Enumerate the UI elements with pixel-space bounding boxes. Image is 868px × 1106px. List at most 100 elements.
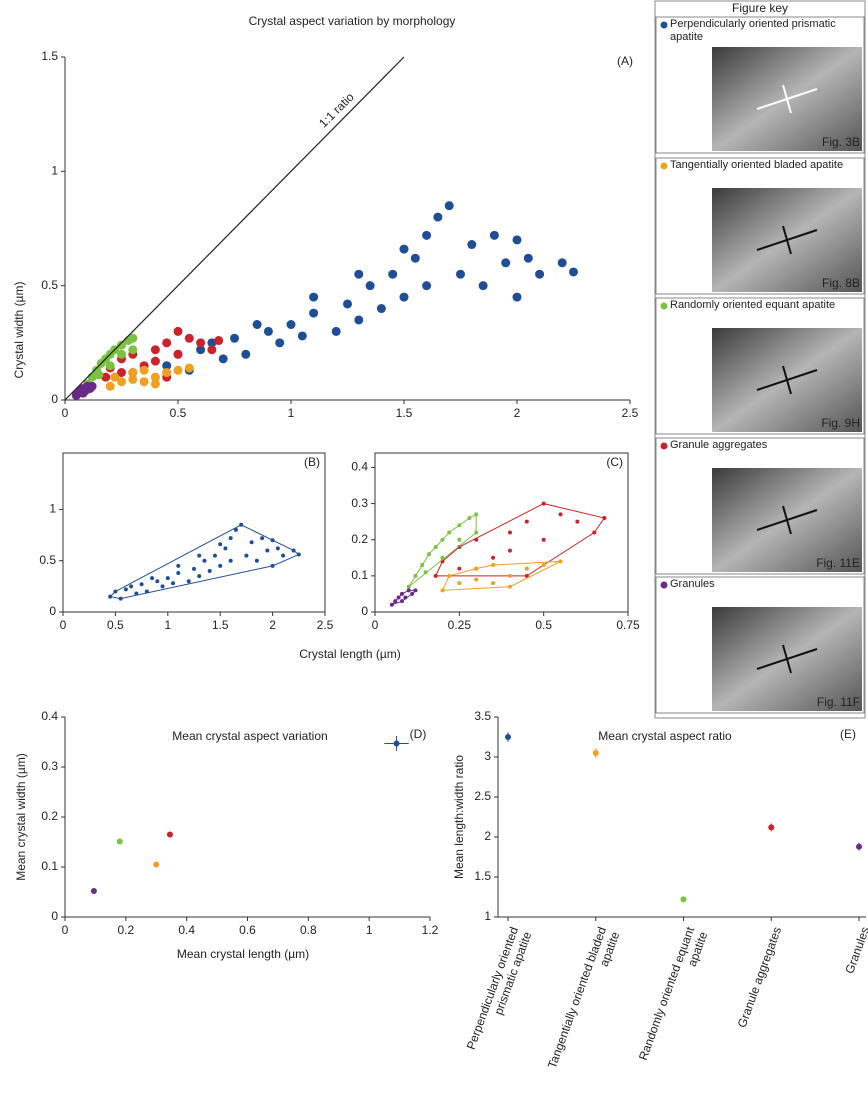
point <box>173 349 183 359</box>
y-tick-label: 0.3 <box>41 759 58 773</box>
x-tick-label: 0 <box>62 406 69 420</box>
point <box>94 370 104 380</box>
key-label: Granule aggregates <box>670 439 768 451</box>
point <box>176 571 181 576</box>
point <box>474 577 479 582</box>
point <box>275 546 280 551</box>
point <box>162 368 172 378</box>
point <box>403 595 408 600</box>
point <box>507 573 512 578</box>
point <box>150 345 160 355</box>
y-axis-label: Crystal width (µm) <box>12 282 26 379</box>
point <box>433 573 438 578</box>
point <box>214 336 224 346</box>
point <box>410 591 415 596</box>
point <box>354 315 364 325</box>
key-title: Figure key <box>732 1 788 15</box>
y-tick-label: 3.5 <box>474 709 491 723</box>
y-tick-label: 0.5 <box>39 553 56 567</box>
point <box>389 602 394 607</box>
point <box>505 734 511 740</box>
x-tick-label: 1 <box>288 406 295 420</box>
point <box>541 563 546 568</box>
point <box>113 589 118 594</box>
point <box>420 563 425 568</box>
y-tick-label: 0.5 <box>41 278 58 292</box>
point <box>173 365 183 375</box>
point <box>512 292 522 302</box>
point <box>184 333 194 343</box>
point <box>491 563 496 568</box>
point <box>768 824 775 831</box>
key-marker <box>660 162 668 170</box>
point <box>457 581 462 586</box>
point <box>602 516 607 521</box>
point <box>263 326 273 336</box>
point <box>139 377 149 387</box>
point <box>457 537 462 542</box>
point <box>474 512 479 517</box>
point <box>207 345 217 355</box>
point <box>105 361 115 371</box>
point <box>541 537 546 542</box>
point <box>524 519 529 524</box>
point <box>399 591 404 596</box>
point <box>433 212 443 222</box>
point <box>406 588 411 593</box>
y-tick-label: 0 <box>51 392 58 406</box>
point <box>223 546 228 551</box>
point <box>856 843 862 850</box>
point <box>230 333 239 343</box>
x-tick-label: 0.5 <box>107 618 124 632</box>
point <box>457 523 462 528</box>
panel-label: (E) <box>840 727 856 741</box>
point <box>116 838 123 845</box>
point <box>87 381 97 391</box>
key-arrow <box>782 505 792 535</box>
point <box>160 584 165 589</box>
key-label: Randomly oriented equant apatite <box>670 299 836 311</box>
point <box>524 566 529 571</box>
point <box>474 537 479 542</box>
point <box>422 230 432 240</box>
y-tick-label: 3 <box>484 749 491 763</box>
panel-label: (D) <box>410 727 427 741</box>
point <box>393 740 400 747</box>
point <box>393 599 398 604</box>
point <box>197 553 202 558</box>
hull <box>434 503 606 577</box>
point <box>286 320 296 330</box>
point <box>186 579 191 584</box>
point <box>139 582 144 587</box>
key-arrow <box>782 644 792 674</box>
y-tick-label: 1 <box>49 502 56 516</box>
y-tick-label: 1.5 <box>41 49 58 63</box>
x-tick-label: 2.5 <box>317 618 334 632</box>
point <box>680 896 687 903</box>
key-label: Perpendicularly oriented prismatic apati… <box>670 18 836 43</box>
point <box>110 372 120 382</box>
y-axis-label: Mean crystal width (µm) <box>14 753 28 881</box>
x-tick-label: 1.2 <box>422 923 439 937</box>
key-arrow <box>782 225 792 255</box>
x-tick-label: 0.25 <box>448 618 472 632</box>
chart-title: Mean crystal aspect variation <box>172 729 327 743</box>
point <box>440 537 445 542</box>
point <box>123 587 128 592</box>
point <box>144 589 149 594</box>
point <box>207 568 212 573</box>
point <box>406 584 411 589</box>
point <box>291 548 296 553</box>
point <box>467 240 477 250</box>
point <box>491 555 496 560</box>
point <box>467 516 472 521</box>
point <box>101 372 111 382</box>
point <box>171 581 176 586</box>
point <box>270 538 275 543</box>
point <box>228 536 233 541</box>
point <box>474 566 479 571</box>
panel-label: (A) <box>617 54 633 68</box>
key-marker <box>660 442 668 450</box>
